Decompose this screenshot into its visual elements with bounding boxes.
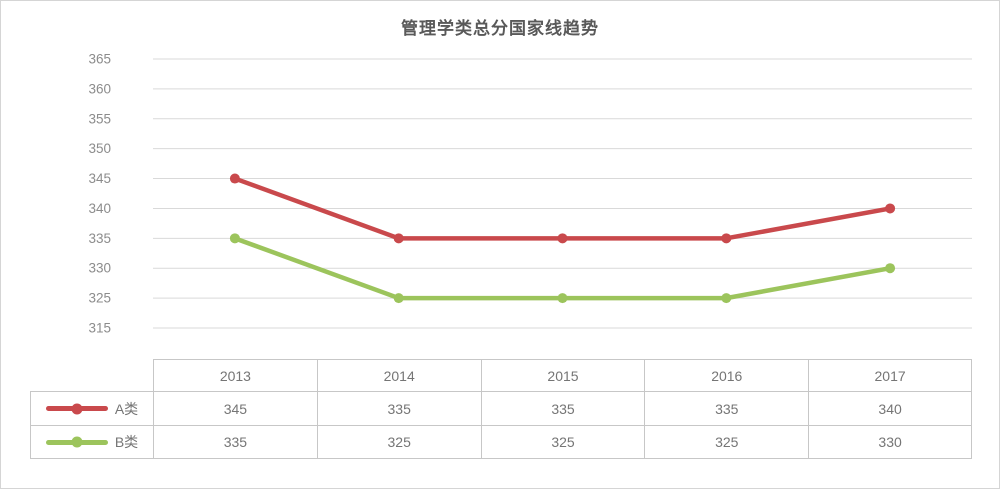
data-point-B类 bbox=[557, 293, 568, 304]
table-value: 325 bbox=[480, 425, 645, 459]
table-header-year: 2014 bbox=[316, 359, 481, 391]
table-header-year: 2017 bbox=[808, 359, 972, 391]
y-axis-tick-label: 360 bbox=[88, 81, 111, 96]
legend-label: B类 bbox=[114, 434, 139, 450]
data-point-A类 bbox=[557, 233, 568, 244]
y-axis-tick-label: 315 bbox=[88, 321, 111, 336]
table-value: 340 bbox=[808, 391, 972, 425]
legend-item-b: B类 bbox=[30, 425, 153, 459]
y-axis-tick-label: 355 bbox=[88, 111, 111, 126]
data-point-B类 bbox=[721, 293, 732, 304]
data-point-B类 bbox=[393, 293, 404, 304]
table-value: 345 bbox=[153, 391, 317, 425]
y-axis-tick-label: 325 bbox=[88, 291, 111, 306]
table-value: 335 bbox=[480, 391, 645, 425]
legend-dot-icon bbox=[71, 436, 83, 448]
y-axis-tick-label: 345 bbox=[88, 171, 111, 186]
table-value: 330 bbox=[808, 425, 972, 459]
y-axis-tick-label: 330 bbox=[88, 261, 111, 276]
data-point-A类 bbox=[229, 173, 240, 184]
table-header-year: 2016 bbox=[644, 359, 809, 391]
data-point-A类 bbox=[393, 233, 404, 244]
table-value: 335 bbox=[153, 425, 317, 459]
legend-label: A类 bbox=[114, 400, 139, 417]
data-point-A类 bbox=[721, 233, 732, 244]
table-header-year: 2015 bbox=[480, 359, 645, 391]
legend-line-icon bbox=[45, 436, 108, 448]
y-axis-tick-label: 340 bbox=[88, 201, 111, 216]
table-value: 325 bbox=[644, 425, 809, 459]
chart-title: 管理学类总分国家线趋势 bbox=[401, 19, 599, 38]
legend-item-a: A类 bbox=[30, 391, 153, 425]
legend-line-icon bbox=[45, 403, 108, 414]
y-axis-tick-label: 350 bbox=[88, 141, 111, 156]
line-chart: 365 360 355 350 345 340 335 330 325 315 bbox=[88, 52, 972, 336]
table-value: 325 bbox=[316, 425, 481, 459]
table-value: 335 bbox=[316, 391, 481, 425]
table-corner-cell bbox=[30, 359, 153, 391]
y-axis-tick-label: 365 bbox=[88, 52, 111, 67]
table-value: 335 bbox=[644, 391, 809, 425]
data-point-A类 bbox=[885, 203, 896, 214]
legend-dot-icon bbox=[71, 403, 83, 414]
data-table: 2013 2014 2015 2016 2017 A类 345 335 335 … bbox=[30, 359, 972, 459]
table-header-year: 2013 bbox=[153, 359, 317, 391]
data-point-B类 bbox=[229, 233, 240, 244]
data-point-B类 bbox=[885, 263, 896, 274]
y-axis-tick-label: 335 bbox=[88, 231, 111, 246]
